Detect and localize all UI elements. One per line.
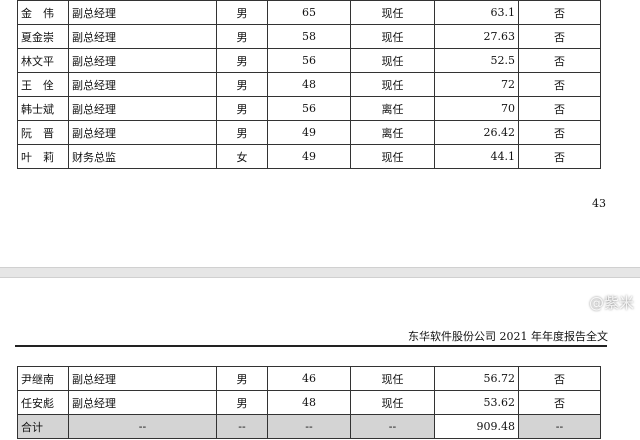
table-cell: 56	[267, 48, 351, 73]
table-row: 韩士斌 副总经理男 56 离任 70 否	[17, 96, 601, 121]
table-cell: 56.72	[434, 366, 519, 391]
watermark: @紫米	[588, 294, 634, 312]
table-cell: 男	[216, 120, 268, 145]
table-row: 阮 晋副总经理男 49 离任 26.42 否	[17, 120, 601, 145]
total-cell: --	[267, 414, 351, 439]
table-cell: 26.42	[434, 120, 519, 145]
table-row: 尹继南 副总经理男 46 现任 56.72 否	[17, 366, 601, 391]
table-cell: 否	[518, 24, 601, 49]
table-row: 王 佺副总经理男 48 现任 72 否	[17, 72, 601, 97]
table-row: 林文平 副总经理男 56 现任 52.5 否	[17, 48, 601, 73]
table-cell: 副总经理	[68, 24, 217, 49]
table-cell: 72	[434, 72, 519, 97]
table-cell: 63.1	[434, 0, 519, 25]
table-cell: 林文平	[17, 48, 69, 73]
page-separator	[0, 267, 640, 278]
table-cell: 49	[267, 120, 351, 145]
table-cell: 尹继南	[17, 366, 69, 391]
table-cell: 夏金崇	[17, 24, 69, 49]
table-cell: 58	[267, 24, 351, 49]
table-cell: 副总经理	[68, 48, 217, 73]
table-cell: 副总经理	[68, 0, 217, 25]
table-cell: 男	[216, 96, 268, 121]
table-cell: 48	[267, 72, 351, 97]
table-cell: 男	[216, 390, 268, 415]
table-cell: 女	[216, 144, 268, 169]
table-cell: 副总经理	[68, 366, 217, 391]
total-cell: 合计	[17, 414, 69, 439]
table-cell: 否	[518, 72, 601, 97]
total-row: 合计 -- -- -- -- 909.48 --	[17, 414, 601, 439]
table-cell: 金 伟	[17, 0, 69, 25]
page-header: 东华软件股份公司 2021 年年度报告全文	[408, 330, 608, 343]
table-cell: 53.62	[434, 390, 519, 415]
table-cell: 48	[267, 390, 351, 415]
table-cell: 否	[518, 144, 601, 169]
executive-table-top: 金 伟副总经理男 65 现任 63.1 否夏金崇 副总经理男 58 现任 27.63 否林文平 副总…	[17, 0, 601, 169]
table-cell: 男	[216, 0, 268, 25]
table-cell: 叶 莉	[17, 144, 69, 169]
table-cell: 65	[267, 0, 351, 25]
table-cell: 男	[216, 366, 268, 391]
table-cell: 否	[518, 390, 601, 415]
table-cell: 49	[267, 144, 351, 169]
table-cell: 副总经理	[68, 120, 217, 145]
table-cell: 52.5	[434, 48, 519, 73]
header-rule	[15, 345, 607, 347]
table-cell: 现任	[350, 72, 435, 97]
table-cell: 王 佺	[17, 72, 69, 97]
table-cell: 现任	[350, 48, 435, 73]
table-cell: 56	[267, 96, 351, 121]
table-row: 叶 莉财务总监女 49 现任 44.1 否	[17, 144, 601, 169]
table-cell: 离任	[350, 120, 435, 145]
table-cell: 现任	[350, 366, 435, 391]
table-cell: 否	[518, 0, 601, 25]
table-row: 金 伟副总经理男 65 现任 63.1 否	[17, 0, 601, 25]
table-cell: 否	[518, 96, 601, 121]
total-cell: --	[68, 414, 217, 439]
table-cell: 现任	[350, 144, 435, 169]
table-cell: 男	[216, 72, 268, 97]
table-cell: 离任	[350, 96, 435, 121]
table-cell: 44.1	[434, 144, 519, 169]
total-cell: 909.48	[434, 414, 519, 439]
table-cell: 否	[518, 48, 601, 73]
table-cell: 副总经理	[68, 96, 217, 121]
table-cell: 现任	[350, 390, 435, 415]
table-cell: 现任	[350, 0, 435, 25]
table-cell: 70	[434, 96, 519, 121]
table-cell: 韩士斌	[17, 96, 69, 121]
table-cell: 副总经理	[68, 72, 217, 97]
table-cell: 阮 晋	[17, 120, 69, 145]
table-row: 夏金崇 副总经理男 58 现任 27.63 否	[17, 24, 601, 49]
table-cell: 否	[518, 366, 601, 391]
table-cell: 财务总监	[68, 144, 217, 169]
table-cell: 27.63	[434, 24, 519, 49]
total-cell: --	[518, 414, 601, 439]
table-cell: 副总经理	[68, 390, 217, 415]
table-cell: 现任	[350, 24, 435, 49]
table-cell: 46	[267, 366, 351, 391]
table-cell: 男	[216, 48, 268, 73]
table-cell: 否	[518, 120, 601, 145]
table-cell: 男	[216, 24, 268, 49]
table-cell: 任安彪	[17, 390, 69, 415]
executive-table-bottom: 尹继南 副总经理男 46 现任 56.72 否任安彪 副总经理男 48 现任 53.62 否合计 --…	[17, 366, 601, 439]
table-row: 任安彪 副总经理男 48 现任 53.62 否	[17, 390, 601, 415]
page-number: 43	[592, 197, 606, 210]
total-cell: --	[216, 414, 268, 439]
total-cell: --	[350, 414, 435, 439]
